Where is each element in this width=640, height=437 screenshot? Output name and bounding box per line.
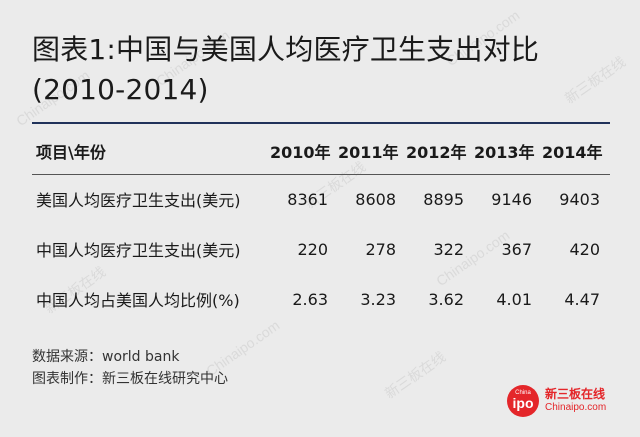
table-cell: 3.23	[360, 289, 396, 309]
table-header-row: 项目\年份 2010年 2011年 2012年 2013年 2014年	[32, 128, 610, 174]
table-cell: 9403	[559, 189, 600, 209]
logo-badge-main-text: ipo	[512, 395, 534, 411]
header-cell: 2012年	[406, 142, 467, 162]
watermark-text: 新三板在线	[381, 348, 449, 402]
table-row: 中国人均医疗卫生支出(美元) 220 278 322 367 420	[32, 224, 610, 274]
table-body: 美国人均医疗卫生支出(美元) 8361 8608 8895 9146 9403 …	[32, 174, 610, 324]
page-title: 图表1:中国与美国人均医疗卫生支出对比 (2010-2014)	[32, 30, 539, 110]
table-cell: 8361	[287, 189, 328, 209]
table-cell: 278	[365, 239, 396, 259]
table-cell: 9146	[491, 189, 532, 209]
table-cell: 4.01	[496, 289, 532, 309]
footer-notes: 数据来源：world bank 图表制作：新三板在线研究中心	[32, 346, 228, 390]
table-row: 美国人均医疗卫生支出(美元) 8361 8608 8895 9146 9403	[32, 174, 610, 224]
logo-name-cn: 新三板在线	[545, 387, 606, 401]
table-cell: 322	[433, 239, 464, 259]
title-line-2: (2010-2014)	[32, 73, 209, 106]
header-cell: 2014年	[542, 142, 603, 162]
logo-badge-top-text: China	[515, 390, 531, 396]
row-label: 美国人均医疗卫生支出(美元)	[36, 191, 241, 211]
table-cell: 8608	[355, 189, 396, 209]
header-cell: 2013年	[474, 142, 535, 162]
row-label: 中国人均医疗卫生支出(美元)	[36, 241, 241, 260]
table-cell: 220	[297, 239, 328, 259]
table-cell: 2.63	[292, 289, 328, 309]
table-row: 中国人均占美国人均比例(%) 2.63 3.23 3.62 4.01 4.47	[32, 274, 610, 324]
data-source-note: 数据来源：world bank	[32, 349, 180, 365]
title-divider	[32, 122, 610, 124]
title-line-1: 图表1:中国与美国人均医疗卫生支出对比	[32, 33, 540, 66]
table-cell: 3.62	[428, 289, 464, 309]
data-table: 项目\年份 2010年 2011年 2012年 2013年 2014年 美国人均…	[32, 128, 610, 324]
logo-name-en: Chinaipo.com	[545, 402, 607, 413]
header-cell: 项目\年份	[36, 142, 106, 162]
header-cell: 2010年	[270, 142, 331, 162]
watermark-text: 新三板在线	[561, 53, 629, 107]
header-cell: 2011年	[338, 142, 399, 162]
table-cell: 4.47	[564, 289, 600, 309]
row-label: 中国人均占美国人均比例(%)	[36, 291, 240, 310]
table-cell: 420	[569, 239, 600, 259]
table-header: 项目\年份 2010年 2011年 2012年 2013年 2014年	[32, 128, 610, 174]
logo-badge-icon: China ipo	[507, 385, 539, 417]
chart-producer-note: 图表制作：新三板在线研究中心	[32, 371, 228, 387]
table-cell: 367	[501, 239, 532, 259]
table-cell: 8895	[423, 189, 464, 209]
brand-logo: China ipo 新三板在线 Chinaipo.com	[507, 385, 627, 421]
